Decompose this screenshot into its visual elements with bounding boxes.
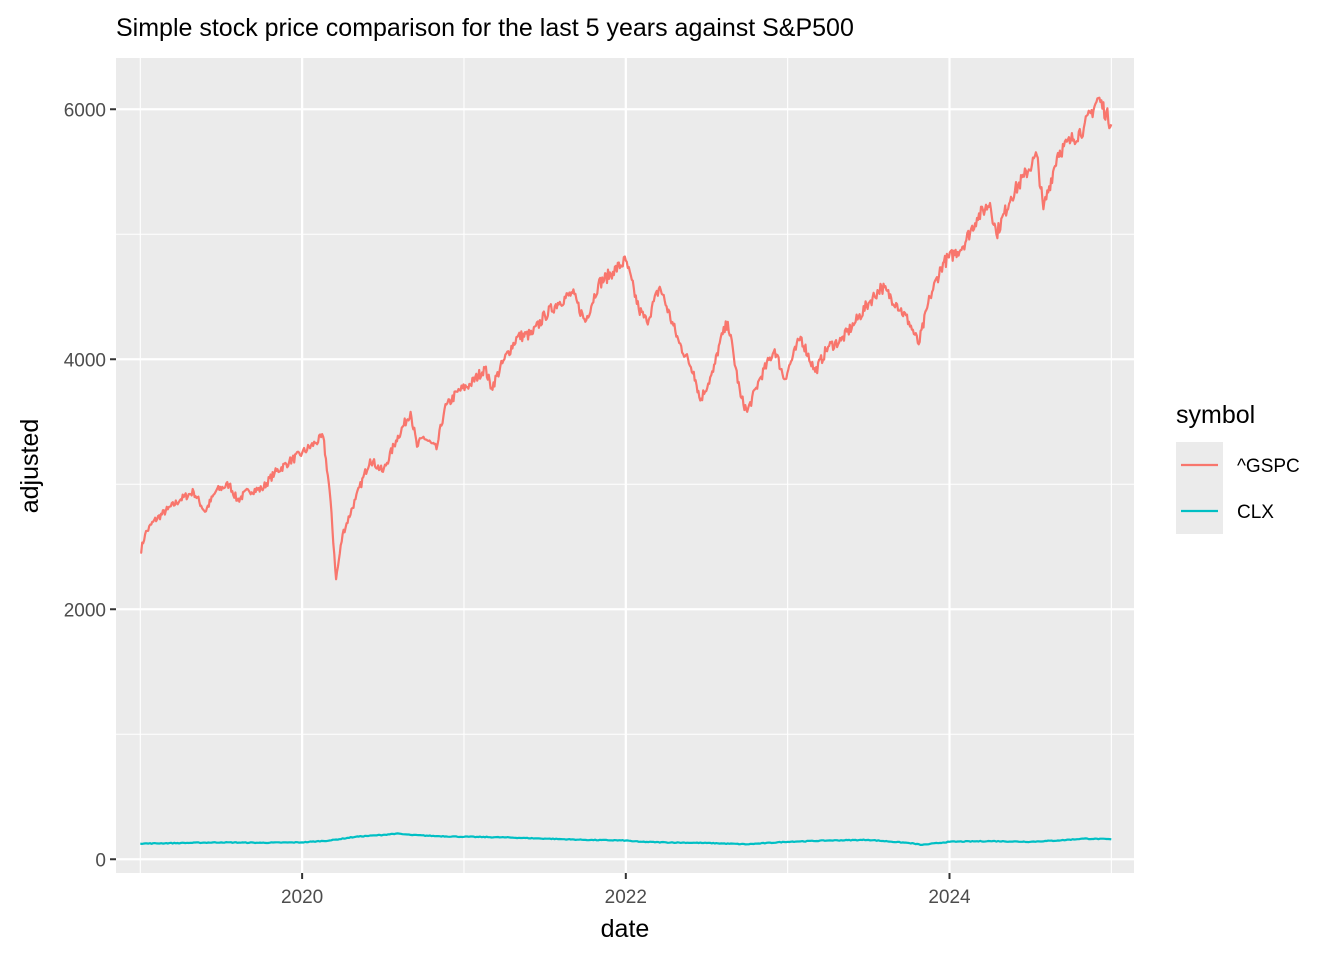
legend: symbol ^GSPC CLX xyxy=(1176,401,1300,534)
legend-label-clx: CLX xyxy=(1237,502,1274,523)
x-tick-label: 2022 xyxy=(605,887,647,908)
x-axis-title: date xyxy=(601,915,650,943)
major-gridlines xyxy=(116,58,1134,873)
series-line-gspc xyxy=(139,96,1113,581)
x-axis: 2020 2022 2024 xyxy=(281,873,971,908)
y-tick-label: 4000 xyxy=(64,350,106,371)
y-tick-label: 0 xyxy=(95,850,106,871)
y-axis-title: adjusted xyxy=(16,419,44,514)
legend-title: symbol xyxy=(1176,401,1255,429)
x-tick-label: 2024 xyxy=(928,887,971,908)
y-tick-label: 2000 xyxy=(64,600,106,621)
y-tick-label: 6000 xyxy=(64,100,106,121)
series-line-clx xyxy=(140,832,1112,846)
legend-key-background xyxy=(1176,442,1223,534)
x-tick-label: 2020 xyxy=(281,887,323,908)
chart-title: Simple stock price comparison for the la… xyxy=(116,14,854,42)
legend-label-gspc: ^GSPC xyxy=(1237,456,1300,477)
y-axis: 0 2000 4000 6000 xyxy=(64,100,116,871)
series-lines xyxy=(139,96,1113,846)
